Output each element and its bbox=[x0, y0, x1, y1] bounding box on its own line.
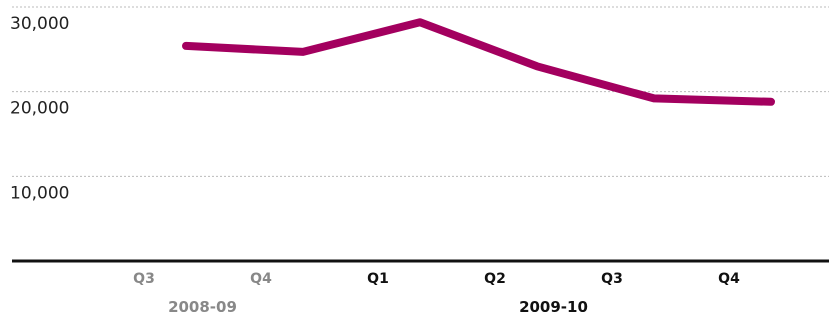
x-tick-label: Q1 bbox=[367, 271, 389, 287]
y-tick-label: 10,000 bbox=[10, 183, 69, 203]
period-labels: 2008-09 2009-10 bbox=[168, 298, 588, 316]
series-line bbox=[182, 18, 775, 106]
x-tick-label: Q3 bbox=[601, 271, 623, 287]
x-tick-label: Q2 bbox=[484, 271, 506, 287]
x-tick-label: Q4 bbox=[718, 271, 740, 287]
x-tick-label: Q4 bbox=[250, 271, 272, 287]
series-lines bbox=[182, 18, 775, 106]
x-axis-tick-labels: Q3 Q4 Q1 Q2 Q3 Q4 bbox=[133, 271, 740, 287]
period-label: 2008-09 bbox=[168, 298, 237, 316]
x-tick-label: Q3 bbox=[133, 271, 155, 287]
gridlines bbox=[12, 6, 829, 177]
period-label: 2009-10 bbox=[519, 298, 588, 316]
y-tick-label: 20,000 bbox=[10, 99, 69, 119]
y-tick-label: 30,000 bbox=[10, 14, 69, 34]
y-axis-tick-labels: 10,000 20,000 30,000 bbox=[10, 14, 69, 203]
